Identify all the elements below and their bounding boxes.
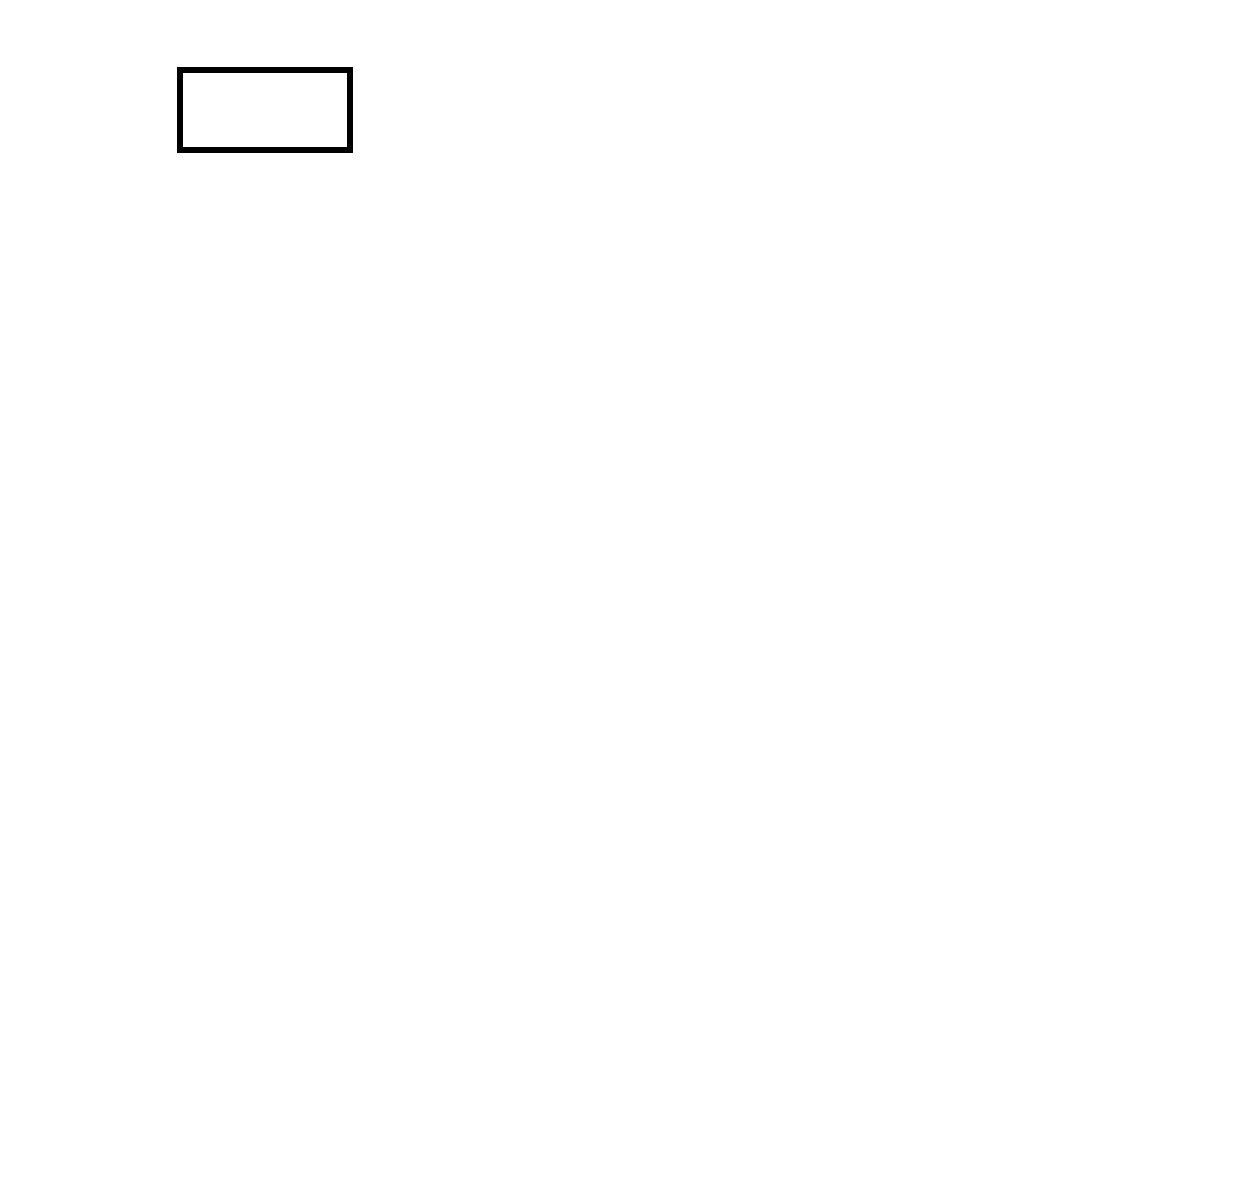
client-box [180,70,350,150]
